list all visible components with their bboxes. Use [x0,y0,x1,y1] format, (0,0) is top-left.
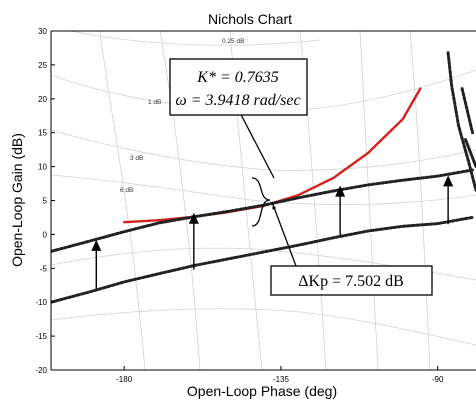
y-tick-label: 5 [43,197,48,206]
contour-label: 3 dB [130,155,143,162]
margin-annotation-text: ΔKp = 7.502 dB [298,273,404,290]
y-tick-label: 25 [38,61,47,70]
chart-title: Nichols Chart [208,11,292,27]
contour-label: 6 dB [120,187,133,194]
y-tick-label: 30 [38,27,47,36]
x-tick-label: -90 [432,375,444,384]
y-tick-label: 10 [38,163,47,172]
y-tick-label: -20 [35,366,47,375]
gain-annotation-k: K* = 0.7635 [196,69,278,86]
y-tick-label: 20 [38,95,47,104]
y-tick-label: -10 [35,298,47,307]
y-axis-label: Open-Loop Gain (dB) [9,133,25,267]
y-tick-label: -15 [35,332,47,341]
gain-annotation-omega: ω = 3.9418 rad/sec [175,92,300,109]
contour-label: 1 dB [148,99,161,106]
y-tick-label: 15 [38,129,47,138]
contour-label: 0.25 dB [222,38,244,45]
y-tick-label: 0 [43,230,48,239]
x-tick-label: -180 [116,375,133,384]
y-tick-label: -5 [40,264,48,273]
x-axis-label: Open-Loop Phase (deg) [187,383,337,399]
